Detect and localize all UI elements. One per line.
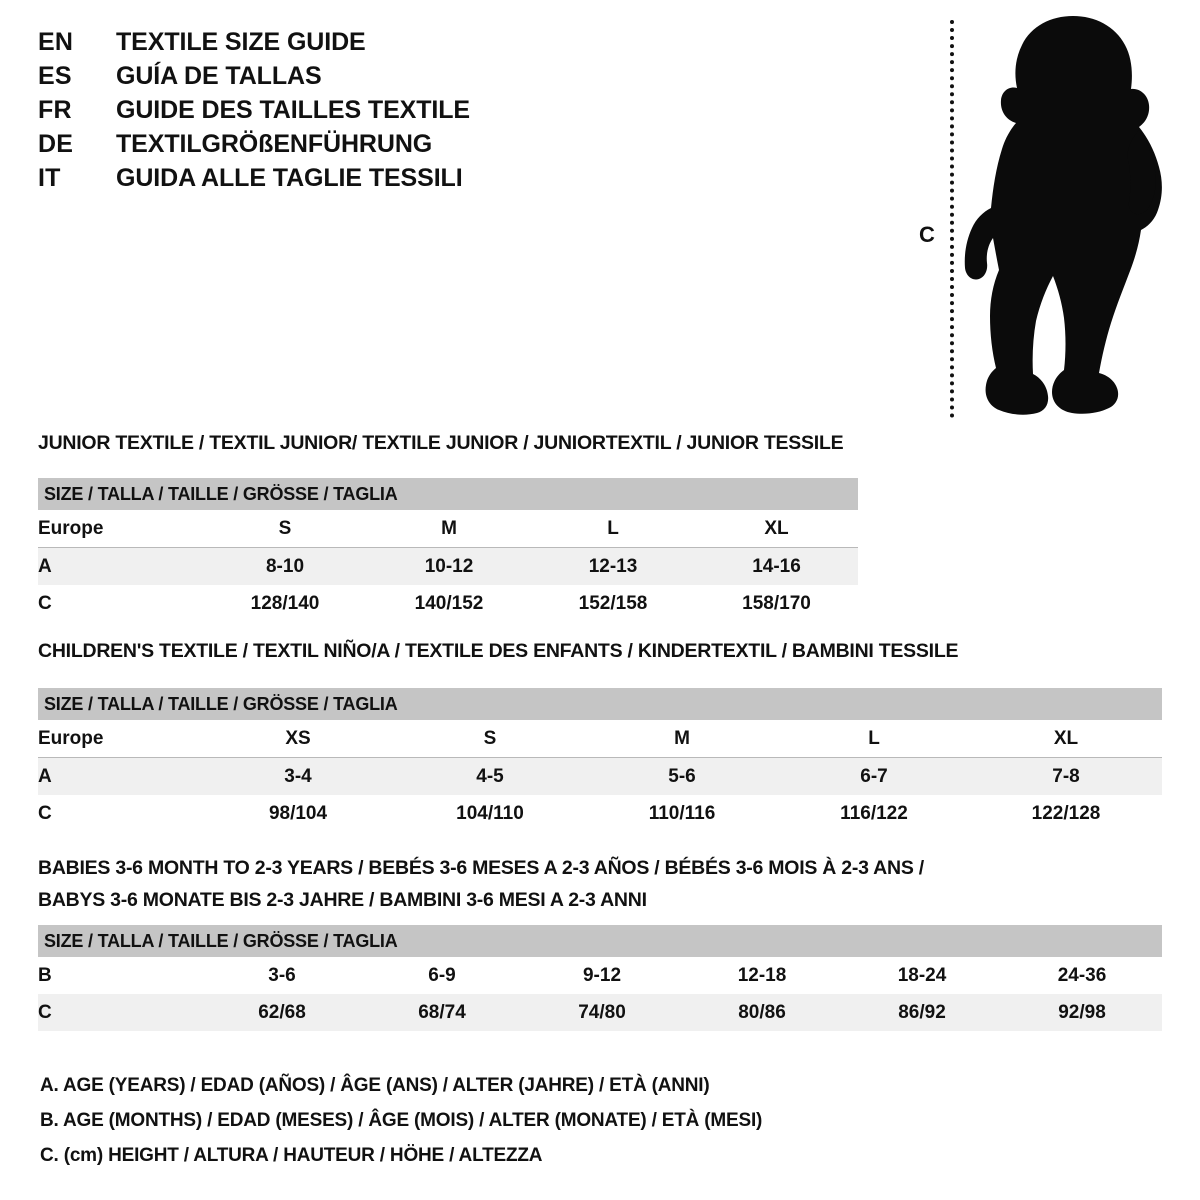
children-row-age-l: 6-7	[778, 757, 970, 795]
legend-text-c: (cm) HEIGHT / ALTURA / HAUTEUR / HÖHE / …	[63, 1145, 543, 1166]
babies-row-age-label: B	[38, 957, 202, 994]
children-header-size-xl: XL	[970, 720, 1162, 758]
legend-key-c: C.	[40, 1145, 64, 1166]
junior-row-height-m: 140/152	[367, 585, 531, 622]
babies-row-age-months: B 3-6 6-9 9-12 12-18 18-24 24-36	[38, 957, 1163, 994]
junior-band-label: SIZE / TALLA / TAILLE / GRÖSSE / TAGLIA	[38, 478, 858, 510]
babies-size-table: SIZE / TALLA / TAILLE / GRÖSSE / TAGLIA …	[38, 925, 1163, 1031]
section-heading-babies-line1: BABIES 3-6 MONTH TO 2-3 YEARS / BEBÉS 3-…	[38, 857, 924, 879]
children-row-height-m: 110/116	[586, 795, 778, 832]
junior-row-height-label: C	[38, 585, 203, 622]
language-code-it: IT	[38, 164, 61, 192]
junior-table-header-row: Europe S M L XL	[38, 510, 858, 548]
language-row-fr: FR GUIDE DES TAILLES TEXTILE	[38, 96, 558, 130]
section-heading-babies: BABIES 3-6 MONTH TO 2-3 YEARS / BEBÉS 3-…	[38, 852, 1178, 916]
children-header-region: Europe	[38, 720, 202, 758]
legend-text-b: AGE (MONTHS) / EDAD (MESES) / ÂGE (MOIS)…	[62, 1110, 763, 1131]
junior-header-size-m: M	[367, 510, 531, 548]
children-header-size-xs: XS	[202, 720, 394, 758]
babies-row-age-24-36: 24-36	[1002, 957, 1163, 994]
children-row-height-label: C	[38, 795, 202, 832]
language-code-es: ES	[38, 62, 72, 90]
babies-row-height-5: 86/92	[842, 994, 1002, 1031]
junior-header-size-l: L	[531, 510, 695, 548]
children-table-band: SIZE / TALLA / TAILLE / GRÖSSE / TAGLIA	[38, 688, 1162, 720]
legend-line-c: C. (cm) HEIGHT / ALTURA / HAUTEUR / HÖHE…	[40, 1138, 1040, 1173]
language-title-en: TEXTILE SIZE GUIDE	[116, 28, 366, 56]
language-title-it: GUIDA ALLE TAGLIE TESSILI	[116, 164, 463, 192]
children-row-age-label: A	[38, 757, 202, 795]
babies-row-height-2: 68/74	[362, 994, 522, 1031]
junior-row-age: A 8-10 10-12 12-13 14-16	[38, 547, 858, 585]
junior-size-table: SIZE / TALLA / TAILLE / GRÖSSE / TAGLIA …	[38, 478, 858, 622]
language-row-it: IT GUIDA ALLE TAGLIE TESSILI	[38, 164, 558, 198]
babies-row-age-6-9: 6-9	[362, 957, 522, 994]
junior-table-band: SIZE / TALLA / TAILLE / GRÖSSE / TAGLIA	[38, 478, 858, 510]
legend-line-b: B. AGE (MONTHS) / EDAD (MESES) / ÂGE (MO…	[40, 1103, 1040, 1138]
legend-key-a: A.	[40, 1075, 63, 1096]
language-row-de: DE TEXTILGRÖßENFÜHRUNG	[38, 130, 558, 164]
children-row-height-xl: 122/128	[970, 795, 1162, 832]
children-row-height-l: 116/122	[778, 795, 970, 832]
babies-row-height-6: 92/98	[1002, 994, 1163, 1031]
legend-block: A. AGE (YEARS) / EDAD (AÑOS) / ÂGE (ANS)…	[40, 1068, 1040, 1173]
language-title-fr: GUIDE DES TAILLES TEXTILE	[116, 96, 471, 124]
children-row-age-m: 5-6	[586, 757, 778, 795]
children-row-height-s: 104/110	[394, 795, 586, 832]
junior-row-age-l: 12-13	[531, 547, 695, 585]
legend-text-a: AGE (YEARS) / EDAD (AÑOS) / ÂGE (ANS) / …	[62, 1075, 710, 1096]
babies-row-height-4: 80/86	[682, 994, 842, 1031]
language-row-es: ES GUÍA DE TALLAS	[38, 62, 558, 96]
language-row-en: EN TEXTILE SIZE GUIDE	[38, 28, 558, 62]
language-code-fr: FR	[38, 96, 72, 124]
children-row-height: C 98/104 104/110 110/116 116/122 122/128	[38, 795, 1162, 832]
children-row-age: A 3-4 4-5 5-6 6-7 7-8	[38, 757, 1162, 795]
height-dashed-line	[950, 20, 954, 418]
junior-row-age-m: 10-12	[367, 547, 531, 585]
section-heading-junior: JUNIOR TEXTILE / TEXTIL JUNIOR/ TEXTILE …	[38, 432, 844, 454]
language-title-de: TEXTILGRÖßENFÜHRUNG	[116, 130, 433, 158]
babies-row-height: C 62/68 68/74 74/80 80/86 86/92 92/98	[38, 994, 1163, 1031]
children-row-age-xl: 7-8	[970, 757, 1162, 795]
children-table-header-row: Europe XS S M L XL	[38, 720, 1162, 758]
height-measure-label: C	[919, 222, 935, 247]
children-row-age-s: 4-5	[394, 757, 586, 795]
language-title-es: GUÍA DE TALLAS	[116, 62, 322, 90]
children-header-size-l: L	[778, 720, 970, 758]
babies-row-height-1: 62/68	[202, 994, 362, 1031]
babies-row-height-3: 74/80	[522, 994, 682, 1031]
junior-header-size-xl: XL	[695, 510, 858, 548]
babies-table-band: SIZE / TALLA / TAILLE / GRÖSSE / TAGLIA	[38, 925, 1163, 957]
legend-line-a: A. AGE (YEARS) / EDAD (AÑOS) / ÂGE (ANS)…	[40, 1068, 1040, 1103]
children-size-table: SIZE / TALLA / TAILLE / GRÖSSE / TAGLIA …	[38, 688, 1162, 832]
children-band-label: SIZE / TALLA / TAILLE / GRÖSSE / TAGLIA	[38, 688, 1162, 720]
legend-key-b: B.	[40, 1110, 63, 1131]
language-code-de: DE	[38, 130, 74, 158]
babies-row-height-label: C	[38, 994, 202, 1031]
junior-header-region: Europe	[38, 510, 203, 548]
section-heading-babies-line2: BABYS 3-6 MONATE BIS 2-3 JAHRE / BAMBINI…	[38, 889, 647, 911]
junior-row-height-s: 128/140	[203, 585, 367, 622]
language-code-en: EN	[38, 28, 74, 56]
children-row-height-xs: 98/104	[202, 795, 394, 832]
junior-row-age-xl: 14-16	[695, 547, 858, 585]
junior-row-height-xl: 158/170	[695, 585, 858, 622]
language-title-list: EN TEXTILE SIZE GUIDE ES GUÍA DE TALLAS …	[38, 28, 558, 198]
junior-row-height-l: 152/158	[531, 585, 695, 622]
junior-header-size-s: S	[203, 510, 367, 548]
junior-row-age-s: 8-10	[203, 547, 367, 585]
children-row-age-xs: 3-4	[202, 757, 394, 795]
babies-row-age-12-18: 12-18	[682, 957, 842, 994]
children-header-size-m: M	[586, 720, 778, 758]
babies-row-age-18-24: 18-24	[842, 957, 1002, 994]
babies-row-age-9-12: 9-12	[522, 957, 682, 994]
babies-band-label: SIZE / TALLA / TAILLE / GRÖSSE / TAGLIA	[38, 925, 1163, 957]
section-heading-children: CHILDREN'S TEXTILE / TEXTIL NIÑO/A / TEX…	[38, 640, 959, 662]
babies-row-age-3-6: 3-6	[202, 957, 362, 994]
height-measure-diagram: C	[905, 12, 1185, 422]
child-silhouette-icon	[964, 16, 1162, 415]
junior-row-height: C 128/140 140/152 152/158 158/170	[38, 585, 858, 622]
junior-row-age-label: A	[38, 547, 203, 585]
children-header-size-s: S	[394, 720, 586, 758]
